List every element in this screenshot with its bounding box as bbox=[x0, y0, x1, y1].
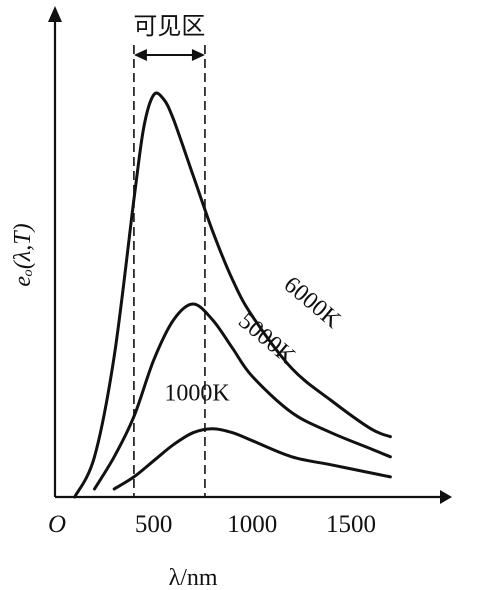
curve-label-5000k: 5000K bbox=[233, 308, 300, 370]
visible-band: 可见区 bbox=[133, 12, 206, 497]
x-tick-label: 1000 bbox=[227, 511, 277, 538]
x-axis-title: λ/nm bbox=[169, 565, 218, 590]
visible-band-label: 可见区 bbox=[133, 12, 205, 40]
axes: 500 1000 1500 Oλ/nm eₒ(λ,T) bbox=[10, 6, 452, 590]
x-tick-label: 500 bbox=[135, 511, 173, 538]
y-axis-arrow bbox=[48, 6, 62, 22]
curve-label-6000k: 6000K bbox=[279, 272, 346, 334]
x-tick-label: 1500 bbox=[326, 511, 376, 538]
curves bbox=[73, 91, 392, 499]
x-axis-arrow bbox=[440, 490, 452, 504]
origin-label: O bbox=[48, 511, 66, 538]
curve-1000k bbox=[112, 427, 392, 491]
curve-5000k bbox=[93, 302, 392, 491]
y-axis-title: eₒ(λ,T) bbox=[10, 223, 36, 286]
curve-label-1000k: 1000K bbox=[164, 381, 230, 407]
visible-band-arrow-left bbox=[133, 49, 147, 61]
curve-6000k bbox=[73, 91, 392, 499]
visible-band-arrow-right bbox=[191, 49, 205, 61]
